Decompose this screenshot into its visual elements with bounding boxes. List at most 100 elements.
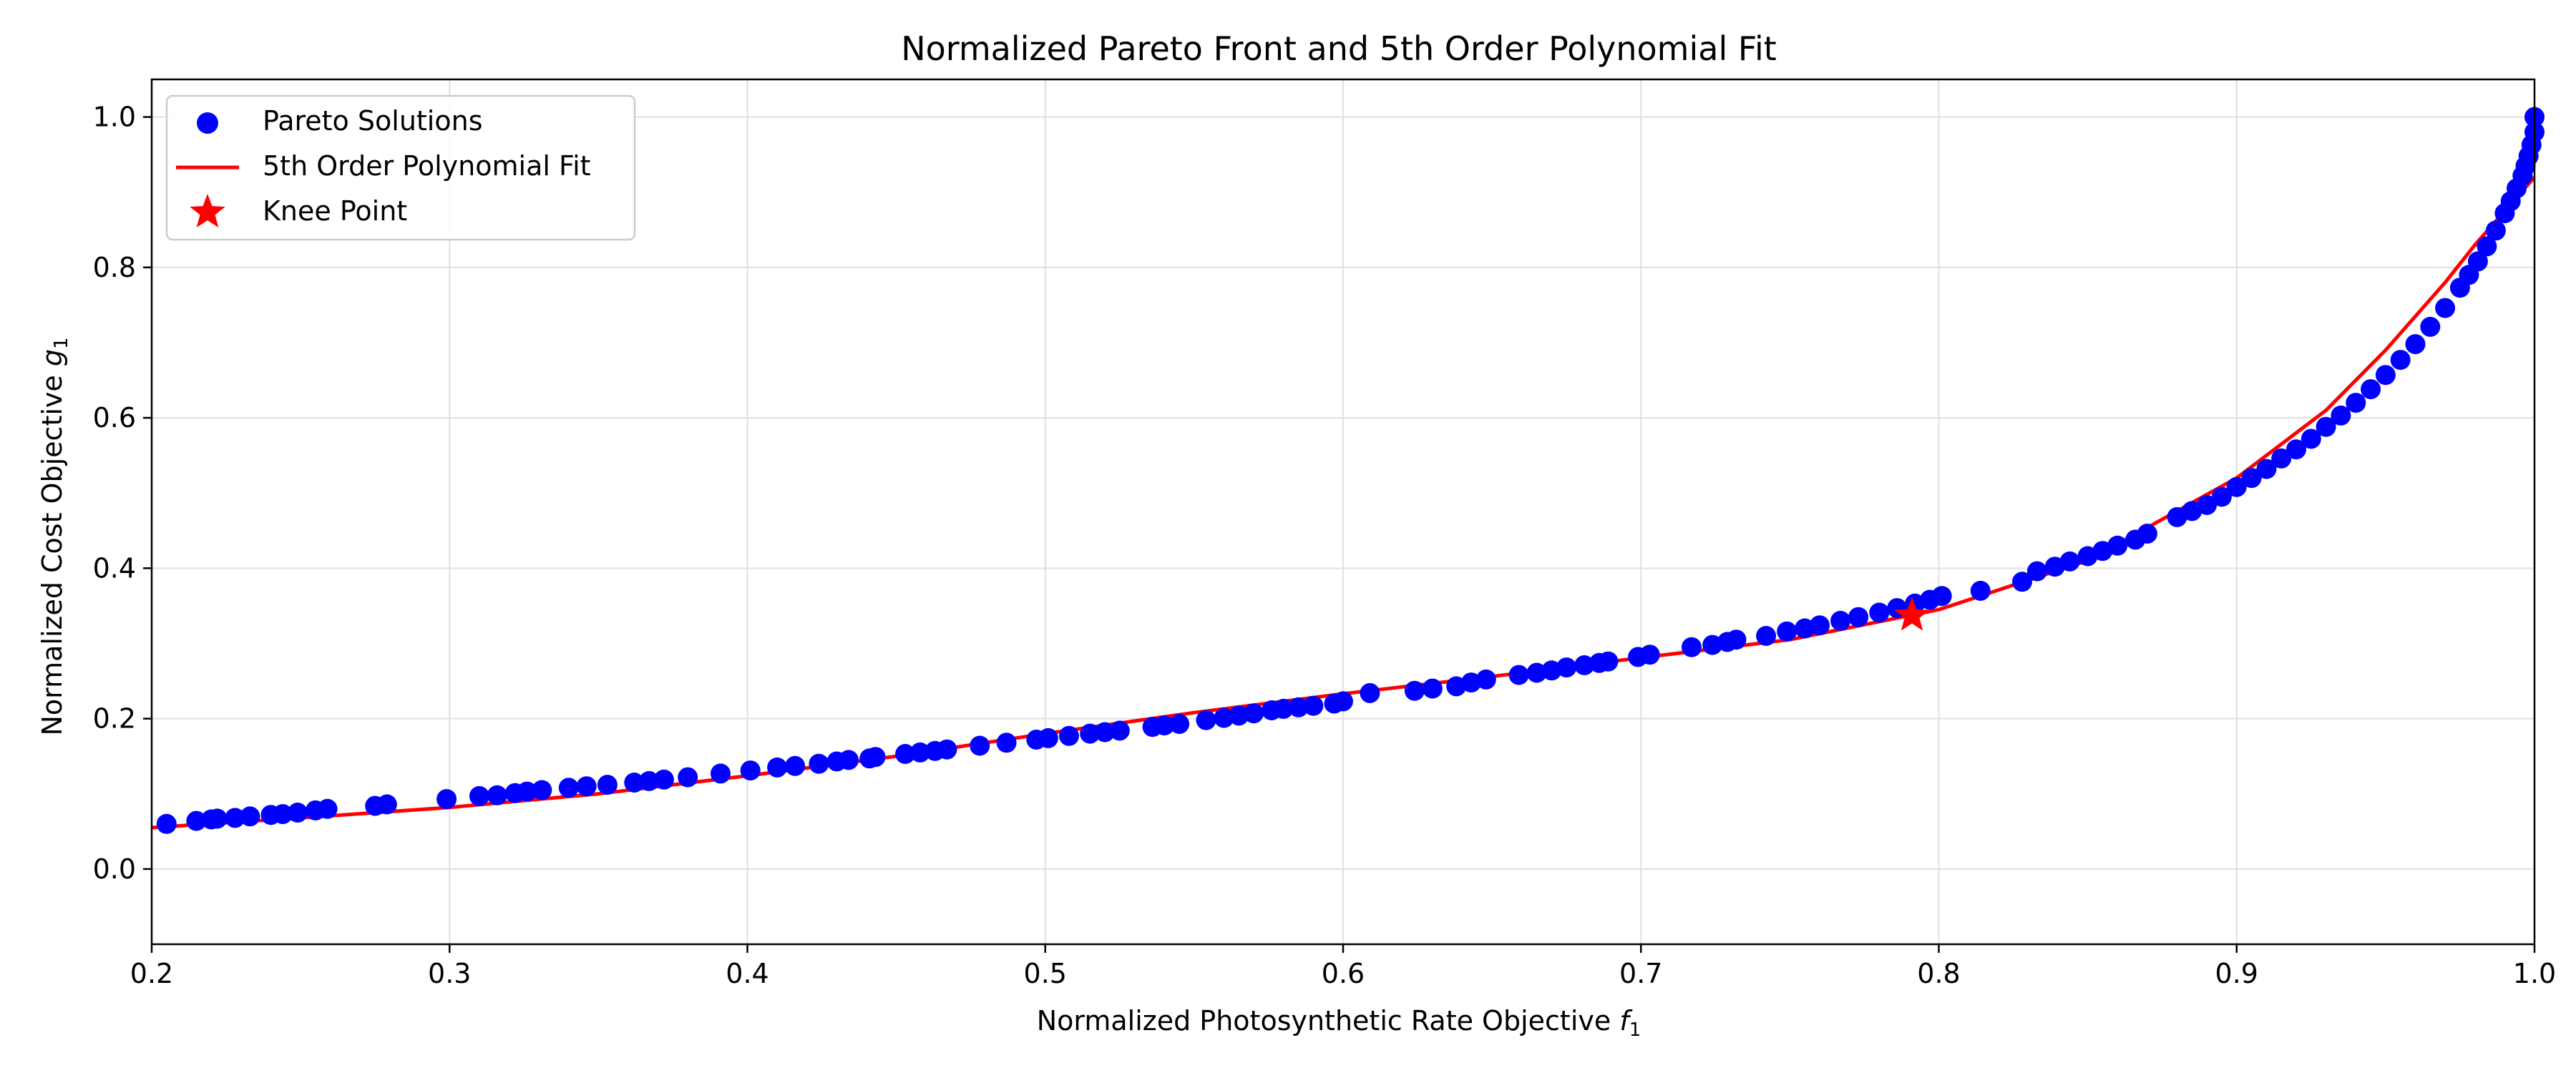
pareto-point [1303,695,1324,716]
pareto-point [2405,334,2426,355]
pareto-point [288,803,308,823]
legend-marker-pareto [197,112,218,134]
pareto-point [1777,621,1797,642]
pareto-point [1154,715,1175,736]
pareto-point [2286,439,2306,460]
pareto-point [225,808,245,828]
pareto-point [970,735,990,756]
pareto-point [1556,657,1577,678]
pareto-point [1830,610,1851,631]
y-axis-label-subscript: 1 [51,337,72,349]
pareto-point [2256,459,2277,479]
pareto-point [1726,629,1747,650]
legend-box [165,94,636,241]
pareto-point [2301,428,2321,449]
pareto-point [2361,379,2381,400]
x-tick-label: 0.2 [130,958,173,989]
pareto-point [1526,662,1547,683]
pareto-point [576,776,597,797]
pareto-point [2026,561,2047,582]
x-axis-label: Normalized Photosynthetic Rate Objective… [1037,1005,1641,1041]
pareto-point [2107,535,2128,556]
pareto-point [2012,572,2032,592]
pareto-point [2435,298,2456,318]
x-tick-label: 0.6 [1322,958,1365,989]
x-axis-ticks: 0.2 0.3 0.4 0.5 0.6 0.7 0.8 0.9 1.0 [130,944,2556,989]
pareto-point [2375,365,2396,386]
pareto-point [1080,723,1101,744]
pareto-point [785,755,806,776]
pareto-point [1541,660,1562,681]
x-tick-label: 0.5 [1024,958,1067,989]
pareto-point [1229,705,1249,726]
pareto-point [2477,236,2497,257]
x-tick-label: 0.7 [1619,958,1662,989]
pareto-point [1059,725,1079,746]
pareto-point [517,781,537,802]
pareto-point [1095,722,1115,743]
pareto-point [2420,316,2441,337]
x-axis-label-text: Normalized Photosynthetic Rate Objective [1037,1005,1611,1037]
pareto-point [532,780,552,800]
pareto-point [865,747,886,768]
pareto-point [1848,607,1869,627]
pareto-point [639,770,660,791]
y-tick-label: 0.2 [93,703,136,735]
pareto-point [156,813,177,834]
pareto-point [1333,691,1353,712]
pareto-point [186,810,207,831]
pareto-point [1038,727,1058,748]
pareto-point [1404,680,1425,701]
pareto-point [2211,486,2232,507]
pareto-point [767,757,788,778]
pareto-point [1461,672,1481,693]
point-layer [156,107,2545,834]
legend-label-fit: 5th Order Polynomial Fit [263,150,591,182]
pareto-point [2316,416,2336,437]
pareto-point [1810,615,1830,636]
pareto-point [1360,682,1380,703]
pareto-point [1273,698,1294,719]
pareto-point [2059,551,2080,572]
y-axis-label: Normalized Cost Objective g1 [36,337,72,735]
pareto-point [996,733,1017,753]
pareto-point [1196,710,1216,730]
pareto-point [1169,714,1190,734]
pareto-point [1288,697,1309,717]
x-tick-label: 0.3 [428,958,471,989]
pareto-point [2390,350,2411,371]
x-tick-label: 1.0 [2513,958,2556,989]
pareto-point [1598,651,1619,672]
pareto-point [711,763,731,784]
pareto-point [558,778,579,798]
chart-title: Normalized Pareto Front and 5th Order Po… [901,29,1777,68]
x-tick-label: 0.8 [1917,958,1960,989]
pareto-point [2137,524,2157,544]
pareto-point [1109,720,1130,741]
pareto-point [2346,393,2366,413]
pareto-point [2226,476,2247,497]
pareto-point [2467,251,2488,272]
pareto-point [653,769,674,790]
pareto-point [469,785,489,806]
pareto-point [1869,602,1890,623]
pareto-point [1756,626,1777,646]
pareto-point [624,773,645,793]
y-tick-label: 1.0 [93,102,136,133]
pareto-point [2485,220,2506,241]
pareto-point [1475,669,1496,690]
pareto-point [2197,495,2218,515]
legend-label-knee: Knee Point [263,195,407,227]
pareto-point [273,804,293,825]
pareto-point [937,739,957,760]
pareto-point [839,750,859,770]
pareto-point [240,806,260,827]
pareto-point [1970,580,1991,601]
x-tick-label: 0.9 [2215,958,2258,989]
pareto-point [678,767,698,788]
pareto-point [1574,655,1595,675]
pareto-point [740,760,761,781]
pareto-point [487,785,507,805]
x-tick-label: 0.4 [726,958,769,989]
